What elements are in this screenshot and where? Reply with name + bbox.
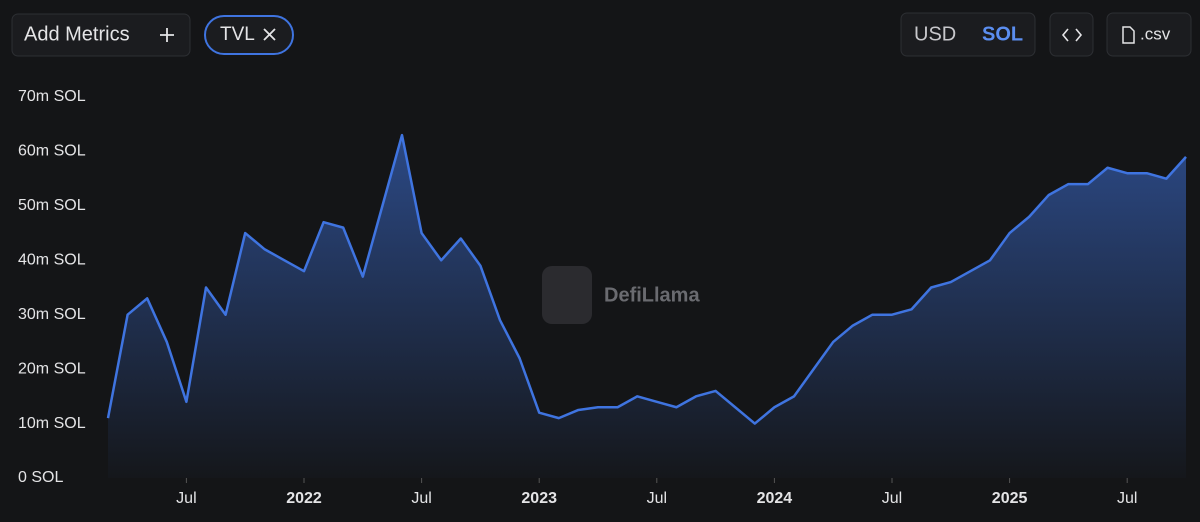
y-tick-label: 0 SOL — [18, 469, 63, 486]
y-tick-label: 40m SOL — [18, 252, 86, 269]
y-tick-label: 60m SOL — [18, 143, 86, 160]
x-tick-label: 2025 — [992, 490, 1028, 507]
watermark-logo — [542, 266, 592, 324]
plus-icon — [160, 28, 174, 42]
file-icon — [1122, 26, 1135, 44]
csv-label: .csv — [1140, 24, 1171, 43]
x-tick-label: 2023 — [521, 490, 557, 507]
x-tick-label: Jul — [411, 490, 431, 507]
add-metrics-label: Add Metrics — [24, 23, 130, 45]
csv-button[interactable] — [1106, 12, 1192, 57]
x-tick-label: Jul — [176, 490, 196, 507]
y-tick-label: 30m SOL — [18, 306, 86, 323]
x-tick-label: 2022 — [286, 490, 322, 507]
add-metrics-button[interactable] — [11, 13, 191, 57]
x-tick-label: Jul — [647, 490, 667, 507]
currency-usd[interactable]: USD — [914, 23, 956, 45]
y-tick-label: 10m SOL — [18, 415, 86, 432]
x-tick-label: Jul — [1117, 490, 1137, 507]
watermark: DefiLlama — [604, 284, 700, 306]
currency-sol[interactable]: SOL — [982, 23, 1023, 45]
line — [106, 133, 1187, 425]
metric-pill[interactable] — [204, 15, 294, 55]
embed-icon — [1061, 28, 1083, 42]
y-tick-label: 70m SOL — [18, 88, 86, 105]
area — [108, 135, 1186, 478]
y-tick-label: 50m SOL — [18, 197, 86, 214]
x-tick-label: 2024 — [757, 490, 793, 507]
close-icon[interactable] — [263, 28, 276, 41]
x-tick-label: Jul — [882, 490, 902, 507]
y-tick-label: 20m SOL — [18, 360, 86, 377]
embed-button[interactable] — [1049, 12, 1094, 57]
currency-toggle — [900, 12, 1036, 57]
metric-label: TVL — [220, 24, 255, 45]
